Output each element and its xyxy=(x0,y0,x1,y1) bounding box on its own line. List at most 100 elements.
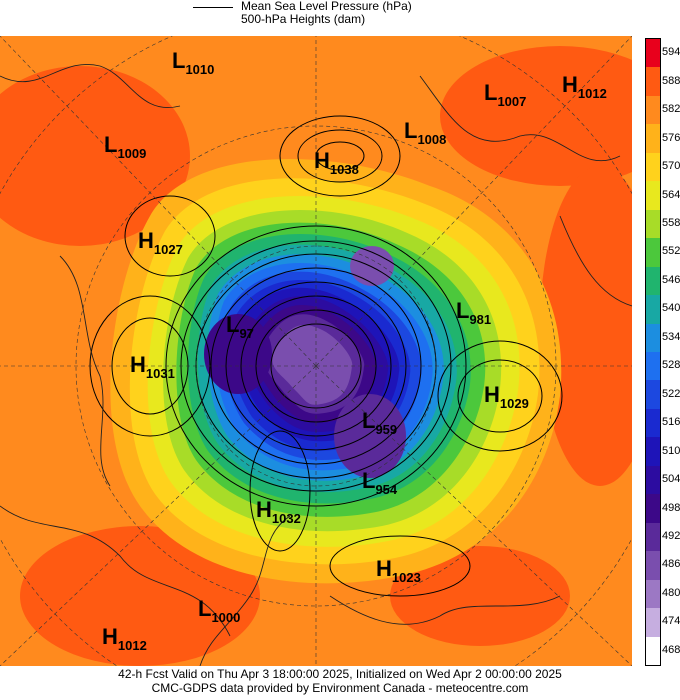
low-pressure-center: L97 xyxy=(226,312,254,341)
colorbar-swatch xyxy=(646,380,660,410)
high-pressure-center: H1012 xyxy=(562,72,607,101)
center-pressure-value: 1032 xyxy=(271,511,301,526)
center-letter: H xyxy=(102,624,118,649)
high-pressure-center: H1038 xyxy=(314,148,359,177)
colorbar-swatch xyxy=(646,408,660,438)
center-pressure-value: 1009 xyxy=(117,146,147,161)
weather-map xyxy=(0,36,632,666)
center-letter: H xyxy=(256,497,272,522)
colorbar-tick-label: 594 xyxy=(662,46,680,59)
colorbar-swatch xyxy=(646,39,660,68)
low-pressure-center: L1007 xyxy=(484,80,527,109)
colorbar-tick-label: 492 xyxy=(662,529,680,542)
center-letter: L xyxy=(226,312,240,337)
map-legend: Mean Sea Level Pressure (hPa) 500-hPa He… xyxy=(0,0,680,36)
center-letter: L xyxy=(104,132,118,157)
center-letter: H xyxy=(314,148,330,173)
graticule-layer xyxy=(0,36,632,666)
high-pressure-center: H1012 xyxy=(102,624,147,653)
colorbar-tick-label: 504 xyxy=(662,473,680,486)
colorbar-swatch xyxy=(646,266,660,296)
colorbar-tick-label: 576 xyxy=(662,131,680,144)
height-colorbar xyxy=(645,38,661,666)
center-letter: H xyxy=(138,228,154,253)
low-pressure-center: L1009 xyxy=(104,132,147,161)
colorbar-tick-label: 582 xyxy=(662,103,680,116)
center-pressure-value: 1007 xyxy=(497,94,527,109)
forecast-valid-text: 42-h Fcst Valid on Thu Apr 3 18:00:00 20… xyxy=(118,667,562,681)
colorbar-tick-label: 468 xyxy=(662,643,680,656)
mslp-line-sample xyxy=(193,7,233,8)
colorbar-tick-label: 510 xyxy=(662,444,680,457)
center-pressure-value: 97 xyxy=(239,326,254,341)
colorbar-swatch xyxy=(646,124,660,154)
colorbar-tick-label: 552 xyxy=(662,245,680,258)
colorbar-tick-label: 540 xyxy=(662,302,680,315)
colorbar-swatch xyxy=(646,152,660,182)
center-pressure-value: 1029 xyxy=(499,396,529,411)
map-footer: 42-h Fcst Valid on Thu Apr 3 18:00:00 20… xyxy=(0,667,680,695)
center-letter: H xyxy=(484,382,500,407)
colorbar-swatch xyxy=(646,67,660,97)
center-letter: H xyxy=(562,72,578,97)
center-letter: L xyxy=(362,468,376,493)
data-credit-text: CMC-GDPS data provided by Environment Ca… xyxy=(151,681,529,695)
colorbar-swatch xyxy=(646,209,660,239)
colorbar-swatch xyxy=(646,95,660,125)
legend-heights-label: 500-hPa Heights (dam) xyxy=(241,12,366,26)
center-letter: L xyxy=(172,48,186,73)
high-pressure-center: H1027 xyxy=(138,228,183,257)
colorbar-tick-label: 474 xyxy=(662,615,680,628)
colorbar-swatch xyxy=(646,522,660,552)
center-pressure-value: 1031 xyxy=(145,366,175,381)
low-pressure-center: L1000 xyxy=(198,596,241,625)
legend-mslp-label: Mean Sea Level Pressure (hPa) xyxy=(241,0,412,13)
colorbar-swatch xyxy=(646,465,660,495)
low-pressure-center: L1008 xyxy=(404,118,447,147)
low-pressure-center: L1010 xyxy=(172,48,215,77)
colorbar-tick-label: 546 xyxy=(662,273,680,286)
center-letter: L xyxy=(198,596,212,621)
center-pressure-value: 1012 xyxy=(577,86,607,101)
colorbar-tick-label: 498 xyxy=(662,501,680,514)
center-letter: H xyxy=(376,556,392,581)
colorbar-swatch xyxy=(646,238,660,268)
colorbar-tick-label: 522 xyxy=(662,387,680,400)
center-pressure-value: 954 xyxy=(375,482,398,497)
center-pressure-value: 981 xyxy=(469,312,492,327)
colorbar-swatch xyxy=(646,323,660,353)
high-pressure-center: H1032 xyxy=(256,497,301,526)
center-pressure-value: 1012 xyxy=(117,638,147,653)
colorbar-swatch xyxy=(646,181,660,211)
colorbar-swatch xyxy=(646,551,660,581)
center-pressure-value: 1027 xyxy=(153,242,183,257)
center-pressure-value: 1000 xyxy=(211,610,241,625)
low-pressure-center: L959 xyxy=(362,408,398,437)
colorbar-tick-label: 534 xyxy=(662,330,680,343)
colorbar-tick-label: 486 xyxy=(662,558,680,571)
center-pressure-value: 1008 xyxy=(417,132,447,147)
colorbar-swatch xyxy=(646,494,660,524)
colorbar-tick-label: 528 xyxy=(662,359,680,372)
center-letter: L xyxy=(456,298,470,323)
center-pressure-value: 1010 xyxy=(185,62,215,77)
center-pressure-value: 959 xyxy=(375,422,398,437)
center-pressure-value: 1038 xyxy=(329,162,359,177)
center-pressure-value: 1023 xyxy=(391,570,421,585)
center-letter: L xyxy=(484,80,498,105)
high-pressure-center: H1031 xyxy=(130,352,175,381)
colorbar-swatch xyxy=(646,437,660,467)
high-pressure-center: H1023 xyxy=(376,556,421,585)
colorbar-tick-label: 564 xyxy=(662,188,680,201)
colorbar-tick-label: 558 xyxy=(662,216,680,229)
colorbar-swatch xyxy=(646,352,660,381)
center-letter: L xyxy=(404,118,418,143)
colorbar-swatch xyxy=(646,579,660,609)
colorbar-swatch xyxy=(646,636,660,666)
low-pressure-center: L981 xyxy=(456,298,492,327)
high-pressure-center: H1029 xyxy=(484,382,529,411)
colorbar-tick-label: 516 xyxy=(662,416,680,429)
colorbar-swatch xyxy=(646,295,660,325)
colorbar-swatch xyxy=(646,608,660,638)
colorbar-tick-label: 570 xyxy=(662,160,680,173)
